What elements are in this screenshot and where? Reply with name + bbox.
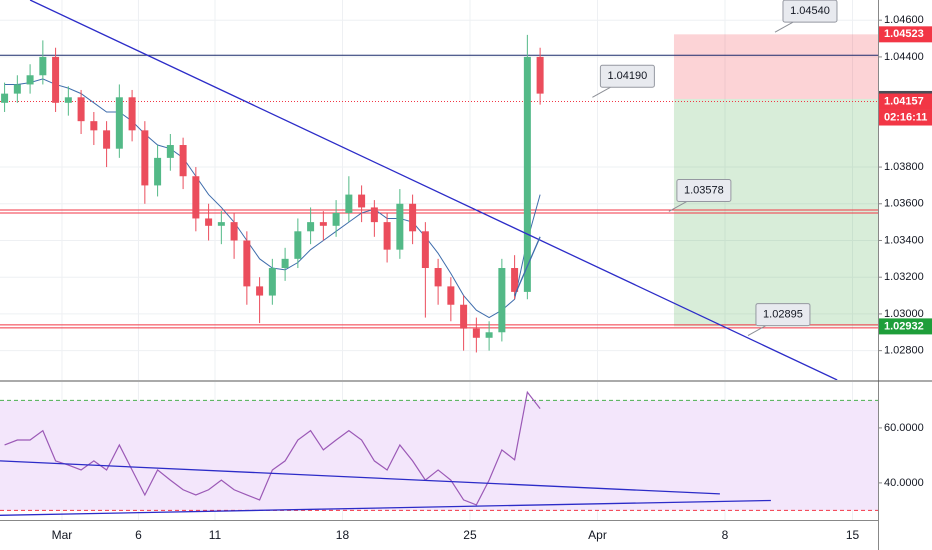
candle-body (396, 203, 404, 250)
x-tick-label: 15 (846, 528, 860, 542)
candle-body (217, 222, 225, 226)
candle-body (154, 157, 162, 186)
y-tick-label: 40.0000 (884, 477, 924, 489)
x-tick-label: 6 (135, 528, 142, 542)
candle-body (77, 97, 85, 122)
candle-body (243, 240, 251, 287)
candle-body (115, 97, 123, 149)
candle-body (166, 145, 174, 158)
y-tick-label: 1.03600 (884, 198, 924, 210)
candle-body (498, 268, 506, 333)
trendline (0, 499, 771, 516)
candle-body (447, 286, 455, 305)
callout-pointer (668, 201, 688, 212)
candle-body (192, 176, 200, 219)
trendline (0, 460, 720, 495)
candle-body (281, 258, 289, 269)
callout-label: 1.04190 (608, 70, 648, 82)
candle-body (128, 97, 136, 131)
candle-body (536, 56, 544, 94)
candle-body (268, 268, 276, 296)
rsi-band-fill (0, 400, 878, 511)
candle-body (523, 56, 531, 292)
candle-body (90, 121, 98, 131)
callout-pointer (774, 21, 794, 33)
callout-label: 1.02895 (763, 308, 803, 320)
candle-body (485, 332, 493, 338)
candle-body (26, 75, 34, 85)
callout-box (599, 64, 655, 88)
callout-label: 1.03578 (684, 184, 724, 196)
x-tick-label: 25 (463, 528, 477, 542)
candle-body (472, 328, 480, 338)
y-tick-label: 1.04600 (884, 14, 924, 26)
callout-pointer (592, 86, 611, 98)
candle-body (370, 207, 378, 223)
price-tag-label: 1.04157 (884, 95, 924, 107)
callout-box (782, 0, 838, 23)
callout-pointer (747, 325, 767, 337)
stop-zone (673, 34, 878, 99)
x-tick-label: Mar (52, 528, 73, 542)
candle-body (1, 93, 9, 103)
y-tick-label: 60.0000 (884, 422, 924, 434)
y-tick-label: 1.04400 (884, 51, 924, 63)
candle-body (358, 194, 366, 208)
candle-body (13, 84, 21, 94)
candle-body (332, 212, 340, 226)
candle-body (64, 97, 72, 103)
trendline (514, 236, 541, 296)
candle-body (421, 231, 429, 269)
candle-body (383, 222, 391, 250)
price-tag (879, 26, 932, 43)
x-tick-label: 8 (722, 528, 729, 542)
x-tick-label: 18 (336, 528, 350, 542)
x-tick-label: Apr (588, 528, 607, 542)
candle-body (319, 222, 327, 226)
candle-body (205, 218, 213, 226)
rsi-line (4, 390, 541, 506)
candle-body (294, 231, 302, 259)
price-tag (879, 93, 932, 110)
rsi-pane (0, 382, 878, 520)
candle-body (307, 222, 315, 232)
candle-body (141, 130, 149, 186)
countdown-tag (879, 109, 932, 126)
y-tick-label: 1.03800 (884, 161, 924, 173)
price-tag-label: 1.04523 (884, 28, 924, 40)
candle-body (434, 268, 442, 287)
price-tag-label: 1.02932 (884, 320, 924, 332)
candle-body (460, 304, 468, 329)
candle-body (39, 56, 47, 76)
x-tick-label: 11 (209, 528, 222, 542)
y-tick-label: 1.02800 (884, 345, 924, 357)
candle-body (256, 286, 264, 296)
price-tag (879, 318, 932, 335)
candle-body (52, 56, 60, 103)
callout-box (676, 178, 732, 202)
candle-body (409, 203, 417, 232)
price-pane: 1.04190 1.03578 1.02895 1.04540 (0, 0, 878, 380)
trendline (29, 0, 838, 380)
y-tick-label: 1.03000 (884, 308, 924, 320)
candle-body (230, 222, 238, 241)
y-tick-label: 1.03200 (884, 271, 924, 283)
callout-label: 1.04540 (790, 5, 830, 17)
y-tick-label: 1.03400 (884, 234, 924, 246)
axes: Mar 6 11 18 25 Apr 8 15 1.04600 1.04400 1.03800 1.0… (52, 14, 932, 542)
candle-body (179, 145, 187, 177)
callout-box (755, 303, 811, 327)
candle-body (103, 130, 111, 149)
candle-body (511, 268, 519, 292)
candle-body (345, 194, 353, 213)
countdown: 02:16:11 (884, 111, 927, 123)
